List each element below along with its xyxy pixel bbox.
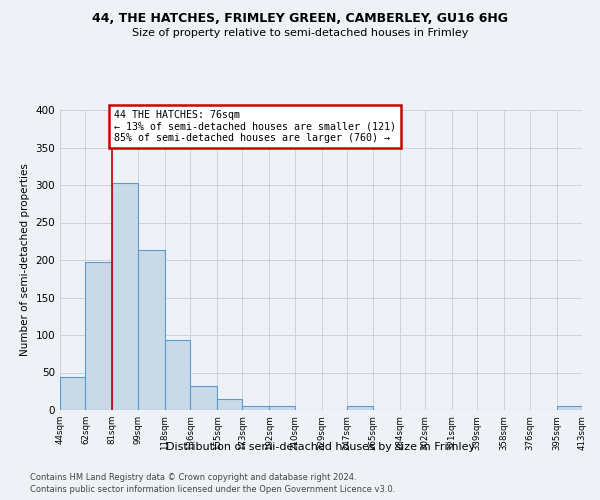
- Bar: [217, 399, 242, 410]
- Text: 44, THE HATCHES, FRIMLEY GREEN, CAMBERLEY, GU16 6HG: 44, THE HATCHES, FRIMLEY GREEN, CAMBERLE…: [92, 12, 508, 26]
- Text: Size of property relative to semi-detached houses in Frimley: Size of property relative to semi-detach…: [132, 28, 468, 38]
- Bar: [242, 406, 269, 410]
- Bar: [112, 182, 138, 410]
- Bar: [557, 406, 582, 410]
- Bar: [347, 406, 373, 410]
- Bar: [164, 340, 190, 410]
- Text: Contains HM Land Registry data © Crown copyright and database right 2024.: Contains HM Land Registry data © Crown c…: [30, 472, 356, 482]
- Text: Contains public sector information licensed under the Open Government Licence v3: Contains public sector information licen…: [30, 485, 395, 494]
- Bar: [85, 262, 112, 410]
- Text: 44 THE HATCHES: 76sqm
← 13% of semi-detached houses are smaller (121)
85% of sem: 44 THE HATCHES: 76sqm ← 13% of semi-deta…: [114, 110, 396, 143]
- Bar: [60, 377, 85, 410]
- Text: Distribution of semi-detached houses by size in Frimley: Distribution of semi-detached houses by …: [166, 442, 476, 452]
- Bar: [269, 406, 295, 410]
- Y-axis label: Number of semi-detached properties: Number of semi-detached properties: [20, 164, 30, 356]
- Bar: [138, 250, 164, 410]
- Bar: [190, 386, 217, 410]
